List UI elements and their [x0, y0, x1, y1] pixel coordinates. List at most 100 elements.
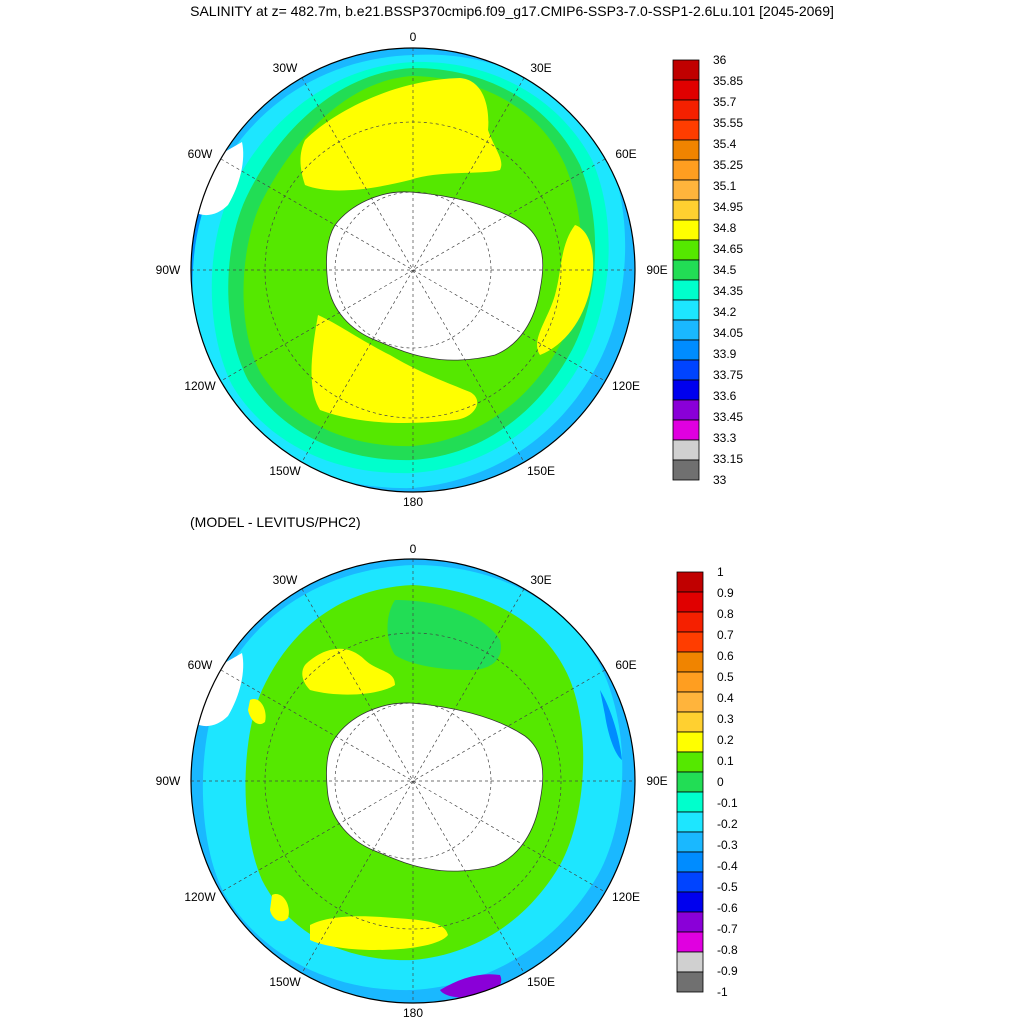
salinity-colorbar-swatch	[672, 379, 700, 401]
salinity-colorbar-swatch	[672, 299, 700, 321]
lon-label-90e-diff: 90E	[646, 774, 668, 788]
salinity-colorbar-tick-label: 33	[713, 473, 727, 487]
difference-colorbar-swatch	[676, 971, 704, 993]
salinity-colorbar-tick-label: 34.8	[713, 221, 737, 235]
salinity-colorbar-tick-label: 34.2	[713, 305, 737, 319]
lon-label-60e: 60E	[615, 147, 637, 161]
difference-colorbar-swatch	[676, 771, 704, 793]
difference-colorbar-tick-label: 0.2	[717, 733, 734, 747]
difference-map	[191, 559, 635, 1003]
salinity-colorbar-swatch	[672, 459, 700, 481]
lon-label-30e-diff: 30E	[530, 573, 552, 587]
difference-colorbar-tick-label: 0.4	[717, 691, 734, 705]
difference-colorbar-swatch	[676, 731, 704, 753]
difference-colorbar-tick-label: -0.2	[717, 817, 738, 831]
lon-label-90e: 90E	[646, 263, 668, 277]
difference-colorbar-swatch	[676, 591, 704, 613]
lon-label-60e-diff: 60E	[615, 658, 637, 672]
salinity-colorbar-tick-label: 33.45	[713, 410, 743, 424]
antarctica-landmass	[326, 191, 543, 361]
lon-label-150w-diff: 150W	[269, 975, 301, 989]
lon-label-60w: 60W	[187, 147, 213, 161]
salinity-colorbar-tick-label: 35.55	[713, 116, 743, 130]
difference-colorbar-swatch	[676, 871, 704, 893]
dark-green-zero-band	[387, 600, 501, 670]
lon-label-30w: 30W	[272, 61, 298, 75]
salinity-colorbar-swatch	[672, 339, 700, 361]
salinity-colorbar-swatch	[672, 239, 700, 261]
difference-colorbar-swatch	[676, 691, 704, 713]
salinity-colorbar-tick-label: 33.6	[713, 389, 737, 403]
difference-colorbar-swatch	[676, 611, 704, 633]
salinity-colorbar-swatch	[672, 419, 700, 441]
difference-colorbar-swatch	[676, 891, 704, 913]
difference-colorbar-tick-label: 0	[717, 775, 724, 789]
yellow-drake-small	[248, 699, 266, 725]
lon-label-120e: 120E	[611, 379, 641, 393]
difference-colorbar-tick-label: -1	[717, 985, 728, 999]
dark-blue-east-band	[600, 690, 622, 760]
difference-colorbar-tick-label: -0.1	[717, 796, 738, 810]
difference-map-border	[190, 558, 636, 1004]
difference-colorbar-tick-label: 0.8	[717, 607, 734, 621]
difference-colorbar-swatch	[676, 651, 704, 673]
salinity-colorbar-swatch	[672, 219, 700, 241]
difference-colorbar-tick-label: 0.9	[717, 586, 734, 600]
difference-colorbar-swatch	[676, 811, 704, 833]
lon-label-30e: 30E	[530, 61, 552, 75]
difference-colorbar-swatch	[676, 671, 704, 693]
difference-colorbar-tick-label: -0.5	[717, 880, 738, 894]
difference-colorbar-tick-label: -0.4	[717, 859, 738, 873]
lon-label-60w-diff: 60W	[187, 658, 213, 672]
difference-colorbar-tick-label: 0.7	[717, 628, 734, 642]
yellow-ross-patch	[310, 916, 448, 950]
difference-colorbar-swatch	[676, 911, 704, 933]
difference-colorbar-tick-label: -0.3	[717, 838, 738, 852]
lon-label-150w: 150W	[269, 464, 301, 478]
difference-colorbar-tick-label: -0.7	[717, 922, 738, 936]
salinity-colorbar-tick-label: 34.05	[713, 326, 743, 340]
yellow-pacific-sector	[311, 315, 478, 423]
difference-colorbar-swatch	[676, 751, 704, 773]
salinity-colorbar-swatch	[672, 199, 700, 221]
salinity-colorbar-tick-label: 34.95	[713, 200, 743, 214]
lon-label-120e-diff: 120E	[611, 890, 641, 904]
difference-colorbar-swatch	[676, 931, 704, 953]
salinity-colorbar-tick-label: 33.9	[713, 347, 737, 361]
salinity-colorbar-swatch	[672, 79, 700, 101]
difference-colorbar-swatch	[676, 571, 704, 593]
difference-colorbar-swatch	[676, 951, 704, 973]
south-america-tip	[195, 142, 244, 216]
difference-colorbar-tick-label: 0.3	[717, 712, 734, 726]
salinity-colorbar-tick-label: 34.5	[713, 263, 737, 277]
difference-colorbar-tick-label: -0.6	[717, 901, 738, 915]
salinity-map-border	[190, 47, 636, 493]
south-america-tip-diff	[195, 653, 244, 727]
salinity-colorbar-tick-label: 33.75	[713, 368, 743, 382]
yellow-pacific-small	[270, 894, 289, 922]
difference-colorbar-tick-label: -0.9	[717, 964, 738, 978]
salinity-colorbar-tick-label: 36	[713, 53, 727, 67]
difference-subtitle: (MODEL - LEVITUS/PHC2)	[190, 514, 361, 530]
lon-label-90w: 90W	[155, 263, 181, 277]
yellow-weddell-patch	[302, 648, 395, 695]
salinity-colorbar-swatch	[672, 259, 700, 281]
salinity-colorbar-swatch	[672, 319, 700, 341]
lon-label-120w-diff: 120W	[184, 890, 216, 904]
salinity-colorbar-tick-label: 35.4	[713, 137, 737, 151]
lon-label-150e-diff: 150E	[526, 975, 556, 989]
difference-colorbar-tick-label: 0.5	[717, 670, 734, 684]
lon-label-90w-diff: 90W	[155, 774, 181, 788]
salinity-colorbar-tick-label: 34.35	[713, 284, 743, 298]
salinity-colorbar-tick-label: 35.25	[713, 158, 743, 172]
salinity-colorbar-swatch	[672, 119, 700, 141]
salinity-colorbar-swatch	[672, 279, 700, 301]
salinity-colorbar-tick-label: 34.65	[713, 242, 743, 256]
salinity-colorbar-swatch	[672, 59, 700, 81]
graticule	[191, 48, 635, 492]
lon-label-0-diff: 0	[409, 542, 417, 556]
salinity-colorbar-swatch	[672, 159, 700, 181]
plot-title: SALINITY at z= 482.7m, b.e21.BSSP370cmip…	[190, 3, 834, 19]
difference-colorbar-swatch	[676, 791, 704, 813]
salinity-map	[191, 48, 635, 492]
